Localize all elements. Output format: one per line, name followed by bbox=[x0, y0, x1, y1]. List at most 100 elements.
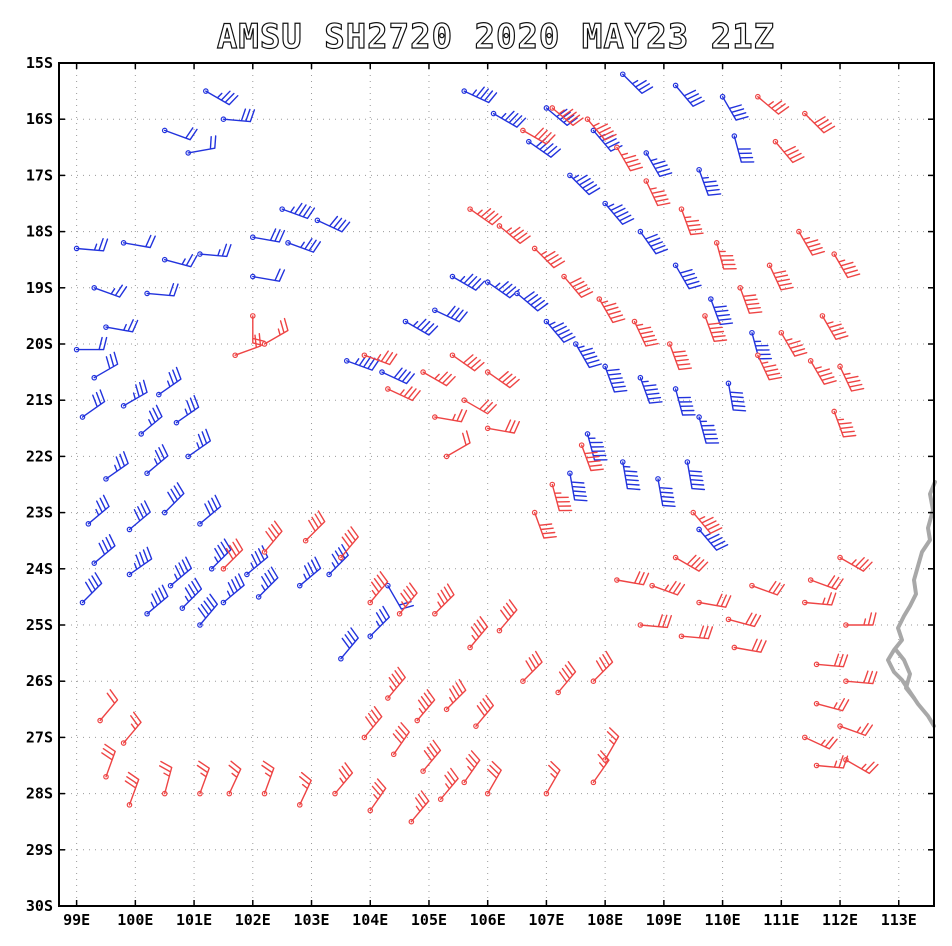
wind-barb bbox=[725, 612, 762, 628]
wind-barb bbox=[749, 580, 785, 596]
barb-staff bbox=[698, 169, 722, 196]
wind-barb bbox=[567, 470, 588, 502]
barb-staff bbox=[592, 650, 614, 682]
wind-barb bbox=[602, 200, 635, 225]
barb-staff bbox=[205, 90, 239, 106]
wind-barb bbox=[159, 760, 173, 797]
barb-staff bbox=[639, 230, 669, 255]
wind-barb bbox=[261, 317, 289, 347]
wind-barb bbox=[766, 262, 794, 291]
wind-barb bbox=[285, 238, 321, 253]
barb-staff bbox=[175, 394, 200, 424]
barb-staff bbox=[645, 180, 671, 207]
barb-staff bbox=[498, 599, 518, 632]
barb-staff bbox=[557, 661, 577, 694]
barb-staff bbox=[445, 678, 467, 710]
x-tick-label: 99E bbox=[63, 911, 90, 929]
barb-staff bbox=[845, 612, 877, 626]
barb-staff bbox=[340, 627, 359, 660]
wind-barb bbox=[696, 414, 720, 444]
barb-staff bbox=[804, 112, 836, 134]
wind-barb bbox=[602, 363, 628, 393]
barb-staff bbox=[575, 343, 602, 369]
barb-staff bbox=[522, 127, 556, 145]
wind-barb bbox=[437, 767, 459, 803]
wind-barb bbox=[843, 757, 879, 775]
wind-barb bbox=[749, 329, 772, 360]
wind-barb bbox=[819, 313, 849, 340]
wind-barb bbox=[220, 108, 256, 123]
wind-barb bbox=[807, 358, 837, 385]
wind-barb bbox=[643, 178, 671, 207]
wind-barb bbox=[514, 290, 549, 312]
barb-staff bbox=[845, 670, 878, 685]
barb-staff bbox=[199, 494, 222, 525]
barb-staff bbox=[222, 108, 256, 123]
barb-staff bbox=[146, 444, 169, 474]
wind-barb bbox=[203, 88, 239, 106]
wind-barb bbox=[525, 138, 561, 158]
wind-barb bbox=[385, 666, 406, 701]
wind-barb bbox=[220, 538, 244, 572]
barb-staff bbox=[140, 404, 163, 435]
wind-barb bbox=[138, 404, 163, 437]
barb-staff bbox=[739, 287, 763, 314]
wind-barb bbox=[255, 566, 279, 600]
wind-barb bbox=[584, 116, 617, 141]
x-tick-label: 104E bbox=[352, 911, 388, 929]
wind-barb bbox=[167, 556, 192, 589]
wind-barb bbox=[367, 778, 387, 814]
x-tick-label: 100E bbox=[117, 911, 153, 929]
wind-barb bbox=[244, 545, 269, 578]
barb-staff bbox=[757, 354, 783, 381]
barb-staff bbox=[487, 760, 502, 795]
wind-barb bbox=[443, 430, 471, 460]
barb-staff bbox=[463, 750, 481, 784]
barb-staff bbox=[516, 291, 549, 312]
barb-staff bbox=[234, 333, 262, 356]
wind-barb bbox=[302, 510, 326, 544]
barb-staff bbox=[475, 694, 494, 727]
barb-staff bbox=[410, 790, 430, 823]
barb-staff bbox=[833, 253, 861, 279]
y-tick-label: 15S bbox=[26, 54, 53, 72]
wind-barb bbox=[614, 571, 650, 586]
wind-barb bbox=[596, 296, 626, 324]
wind-barb bbox=[843, 670, 878, 685]
barb-staff bbox=[534, 511, 557, 539]
barb-staff bbox=[733, 135, 755, 163]
wind-barb bbox=[249, 313, 266, 347]
wind-barb bbox=[696, 593, 732, 608]
x-tick-label: 102E bbox=[235, 911, 271, 929]
wind-barb bbox=[725, 380, 747, 412]
barb-staff bbox=[105, 319, 139, 333]
coastline-path-inlet bbox=[894, 648, 916, 700]
x-tick-label: 107E bbox=[528, 911, 564, 929]
wind-barb bbox=[408, 790, 430, 825]
y-tick-label: 19S bbox=[26, 279, 53, 297]
barb-staff bbox=[222, 538, 244, 570]
wind-barb bbox=[813, 698, 850, 712]
wind-barb bbox=[414, 689, 436, 724]
wind-barb bbox=[496, 223, 531, 244]
barb-staff bbox=[592, 750, 610, 784]
wind-barb bbox=[543, 760, 561, 797]
wind-barb bbox=[678, 206, 704, 236]
wind-barb bbox=[631, 318, 659, 347]
wind-barb bbox=[396, 582, 418, 617]
barb-staff bbox=[128, 500, 151, 531]
barb-staff bbox=[261, 760, 275, 795]
wind-barb bbox=[531, 509, 557, 539]
wind-barb bbox=[126, 546, 153, 578]
wind-barb bbox=[837, 722, 873, 737]
barb-staff bbox=[197, 593, 218, 626]
wind-barb bbox=[690, 509, 723, 534]
wind-barb bbox=[279, 202, 316, 220]
barb-staff bbox=[128, 546, 153, 576]
barb-staff bbox=[463, 86, 498, 104]
barb-staff bbox=[534, 247, 566, 269]
barb-staff bbox=[252, 315, 266, 347]
y-tick-label: 24S bbox=[26, 560, 53, 578]
barb-staff bbox=[434, 409, 468, 423]
y-tick-label: 29S bbox=[26, 841, 53, 859]
